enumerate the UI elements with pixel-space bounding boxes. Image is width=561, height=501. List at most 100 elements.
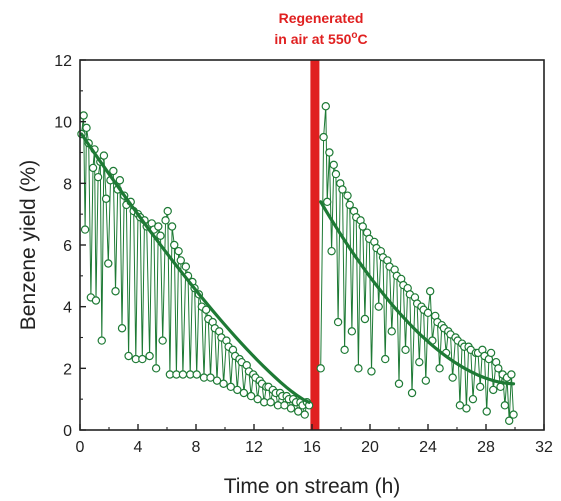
data-point-1-66 xyxy=(219,379,228,388)
data-point-1-43 xyxy=(167,222,177,231)
data-point-1-20 xyxy=(115,176,125,185)
data-point-2-42 xyxy=(407,388,417,398)
data-point-2-18 xyxy=(354,364,363,373)
data-point-1-12 xyxy=(97,336,106,345)
data-point-1-14 xyxy=(101,194,111,203)
data-point-2-60 xyxy=(448,373,457,382)
data-point-1-10 xyxy=(93,172,103,182)
data-point-1-63 xyxy=(212,376,222,385)
x-tick-label-16: 16 xyxy=(303,439,321,456)
x-tick-label-20: 20 xyxy=(361,439,379,456)
data-point-1-21 xyxy=(117,324,127,333)
data-point-1-58 xyxy=(201,305,211,314)
data-point-2-20 xyxy=(358,222,367,231)
y-axis-title: Benzene yield (%) xyxy=(17,160,40,330)
data-point-2-48 xyxy=(421,376,431,385)
data-point-2-39 xyxy=(401,345,410,355)
data-point-1-2 xyxy=(79,111,88,120)
data-point-1-87 xyxy=(266,398,275,407)
data-point-1-48 xyxy=(178,370,188,379)
data-point-2-24 xyxy=(367,367,376,376)
data-point-1-30 xyxy=(138,354,147,364)
x-tick-label-12: 12 xyxy=(245,439,263,456)
data-point-2-2 xyxy=(319,132,328,142)
data-point-2-86 xyxy=(507,370,516,379)
data-point-2-33 xyxy=(387,327,396,336)
data-point-2-49 xyxy=(423,308,433,318)
data-point-1-102 xyxy=(300,410,309,419)
y-tick-label-12: 12 xyxy=(54,53,72,70)
series-line-segment-2 xyxy=(320,106,514,421)
data-point-1-17 xyxy=(109,166,118,176)
data-point-1-96 xyxy=(286,404,296,413)
data-point-2-45 xyxy=(415,357,424,367)
y-tick-label-10: 10 xyxy=(54,115,72,132)
data-point-1-93 xyxy=(280,401,289,410)
data-point-2-9 xyxy=(333,317,343,327)
y-tick-label-0: 0 xyxy=(63,423,72,440)
data-point-2-83 xyxy=(500,401,510,410)
data-point-1-41 xyxy=(163,206,172,216)
trend-line-segment-1 xyxy=(79,132,311,404)
data-point-1-75 xyxy=(239,388,249,398)
x-tick-label-32: 32 xyxy=(535,439,553,456)
data-point-2-6 xyxy=(327,246,336,256)
data-point-1-60 xyxy=(206,373,215,382)
data-point-1-15 xyxy=(104,259,113,268)
data-point-1-7 xyxy=(88,163,98,173)
y-tick-label-8: 8 xyxy=(63,176,72,193)
data-point-1-54 xyxy=(192,370,201,379)
x-tick-label-4: 4 xyxy=(134,439,143,456)
y-tick-label-4: 4 xyxy=(63,300,72,317)
data-point-1-13 xyxy=(99,151,109,160)
data-point-2-21 xyxy=(360,314,370,324)
data-point-2-8 xyxy=(331,169,341,179)
series-line-segment-1 xyxy=(81,115,310,415)
data-point-2-85 xyxy=(505,416,514,425)
data-point-2-14 xyxy=(345,200,354,210)
data-point-1-33 xyxy=(145,351,154,361)
data-point-2-1 xyxy=(316,364,325,373)
data-point-1-40 xyxy=(161,216,170,225)
data-point-2-13 xyxy=(343,191,352,200)
data-point-1-9 xyxy=(91,296,101,305)
regeneration-annotation-line2: in air at 550oC xyxy=(274,30,367,47)
data-point-2-78 xyxy=(489,385,498,395)
data-point-2-4 xyxy=(323,197,332,207)
data-point-2-75 xyxy=(482,407,491,416)
data-point-2-36 xyxy=(394,379,404,388)
data-point-2-7 xyxy=(329,160,338,170)
data-point-1-81 xyxy=(253,394,262,404)
data-point-1-24 xyxy=(124,351,133,361)
data-point-2-3 xyxy=(321,102,330,111)
plot-layer xyxy=(77,60,518,430)
data-point-1-44 xyxy=(170,240,179,250)
regeneration-annotation-line1: Regenerated xyxy=(279,10,364,26)
data-point-2-80 xyxy=(494,364,503,373)
data-point-1-37 xyxy=(154,222,163,231)
data-point-2-11 xyxy=(338,185,347,194)
data-point-2-72 xyxy=(476,382,485,392)
x-tick-label-24: 24 xyxy=(419,439,437,456)
x-tick-label-28: 28 xyxy=(477,439,495,456)
data-point-2-87 xyxy=(509,410,518,419)
data-point-1-3 xyxy=(80,225,90,234)
data-point-2-30 xyxy=(381,354,390,364)
data-point-2-66 xyxy=(462,404,471,413)
trend-line-segment-2 xyxy=(319,200,516,386)
data-point-1-49 xyxy=(181,262,191,271)
y-tick-label-2: 2 xyxy=(63,361,72,378)
data-point-1-72 xyxy=(233,385,242,395)
data-point-1-36 xyxy=(151,364,161,373)
data-point-2-54 xyxy=(435,364,444,373)
data-point-1-99 xyxy=(294,407,303,416)
data-point-2-77 xyxy=(486,348,496,358)
x-tick-label-0: 0 xyxy=(76,439,85,456)
y-tick-label-6: 6 xyxy=(63,238,72,255)
data-point-1-38 xyxy=(156,231,165,240)
data-point-2-5 xyxy=(325,148,334,157)
data-point-2-69 xyxy=(468,394,478,404)
x-axis-title: Time on stream (h) xyxy=(224,475,401,498)
data-point-2-15 xyxy=(347,327,357,336)
data-point-2-63 xyxy=(455,401,465,410)
